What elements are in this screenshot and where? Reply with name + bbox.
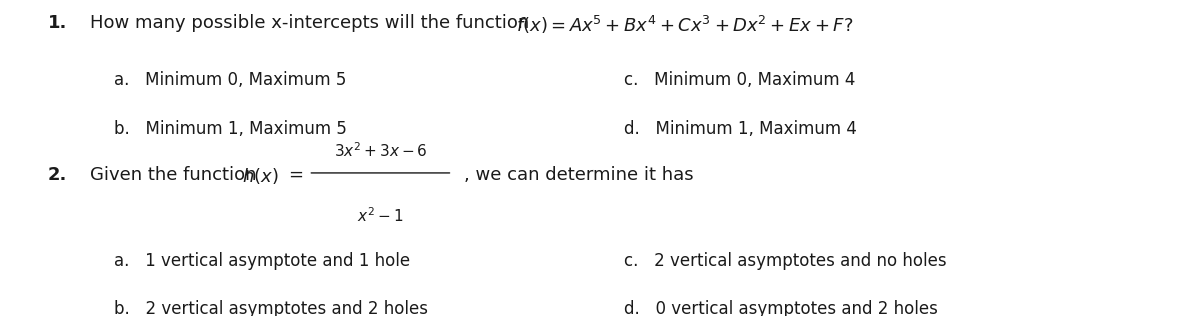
Text: a.   Minimum 0, Maximum 5: a. Minimum 0, Maximum 5 (114, 71, 347, 89)
Text: d.   Minimum 1, Maximum 4: d. Minimum 1, Maximum 4 (624, 120, 857, 138)
Text: c.   Minimum 0, Maximum 4: c. Minimum 0, Maximum 4 (624, 71, 856, 89)
Text: c.   2 vertical asymptotes and no holes: c. 2 vertical asymptotes and no holes (624, 252, 947, 270)
Text: How many possible x-intercepts will the function: How many possible x-intercepts will the … (90, 14, 535, 32)
Text: $f(x) = Ax^5 + Bx^4 + Cx^3 + Dx^2 + Ex + F$?: $f(x) = Ax^5 + Bx^4 + Cx^3 + Dx^2 + Ex +… (516, 14, 853, 36)
Text: , we can determine it has: , we can determine it has (464, 166, 694, 184)
Text: $x^2-1$: $x^2-1$ (358, 206, 403, 224)
Text: a.   1 vertical asymptote and 1 hole: a. 1 vertical asymptote and 1 hole (114, 252, 410, 270)
Text: $3x^2+3x-6$: $3x^2+3x-6$ (334, 142, 427, 160)
Text: Given the function: Given the function (90, 166, 263, 184)
Text: b.   Minimum 1, Maximum 5: b. Minimum 1, Maximum 5 (114, 120, 347, 138)
Text: d.   0 vertical asymptotes and 2 holes: d. 0 vertical asymptotes and 2 holes (624, 300, 938, 316)
Text: $h(x)$: $h(x)$ (242, 166, 278, 186)
Text: =: = (288, 166, 302, 184)
Text: 2.: 2. (48, 166, 67, 184)
Text: 1.: 1. (48, 14, 67, 32)
Text: b.   2 vertical asymptotes and 2 holes: b. 2 vertical asymptotes and 2 holes (114, 300, 428, 316)
